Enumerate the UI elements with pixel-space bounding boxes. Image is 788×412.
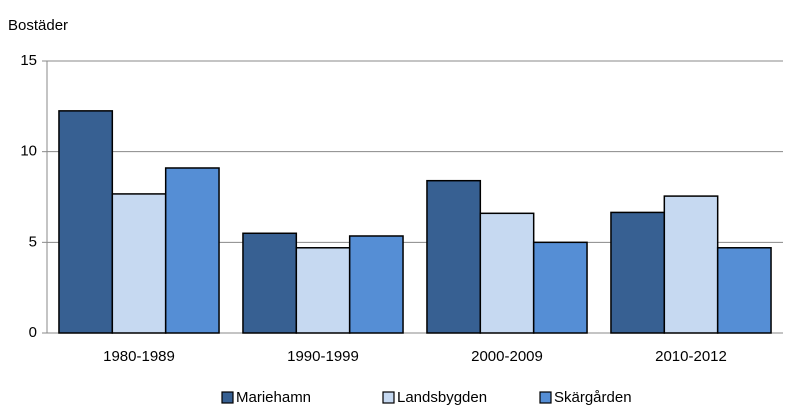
bar xyxy=(164,167,220,334)
legend-swatch xyxy=(539,391,552,404)
bar xyxy=(295,247,351,334)
bar xyxy=(242,232,298,334)
x-tick-label: 2000-2009 xyxy=(471,348,543,365)
x-tick-label: 1990-1999 xyxy=(287,348,359,365)
bar xyxy=(111,193,167,334)
bar xyxy=(532,241,588,334)
x-tick-label: 1980-1989 xyxy=(103,348,175,365)
x-tick-label: 2010-2012 xyxy=(655,348,727,365)
y-tick-label: 15 xyxy=(20,52,37,69)
legend-label: Mariehamn xyxy=(236,389,311,406)
bar xyxy=(663,195,719,334)
y-tick-label: 10 xyxy=(20,143,37,160)
bar xyxy=(479,212,535,334)
legend-label: Landsbygden xyxy=(397,389,487,406)
bar xyxy=(348,235,404,334)
bar xyxy=(58,110,114,334)
bar xyxy=(426,179,482,334)
y-tick-label: 0 xyxy=(29,324,37,341)
legend-swatch xyxy=(382,391,395,404)
legend-swatch xyxy=(221,391,234,404)
bar xyxy=(610,211,666,334)
y-tick-label: 5 xyxy=(29,233,37,250)
legend-label: Skärgården xyxy=(554,389,632,406)
y-axis-label: Bostäder xyxy=(8,17,68,34)
bar xyxy=(716,247,772,334)
